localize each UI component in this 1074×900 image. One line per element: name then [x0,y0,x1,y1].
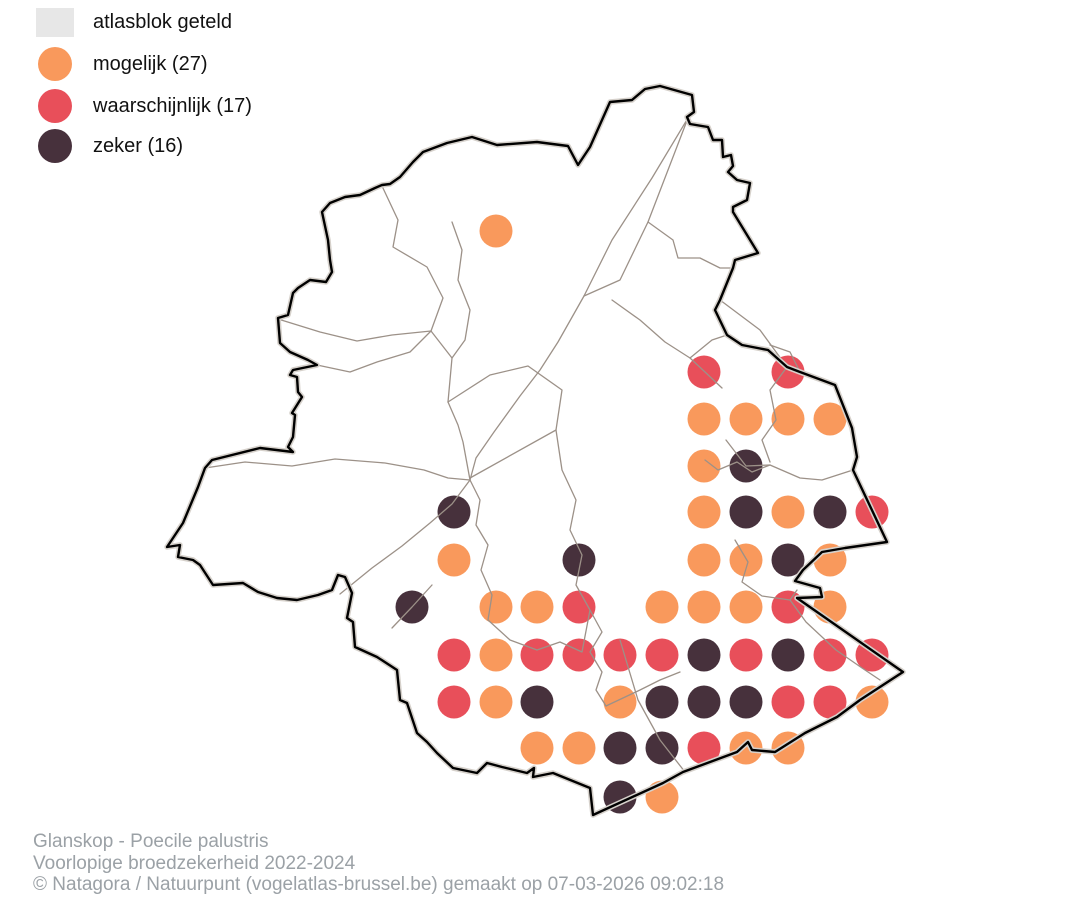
atlas-block-dot-mogelijk [813,402,847,436]
atlas-block-dot-zeker [645,731,679,765]
atlas-block-dot-waarschijnlijk [603,638,637,672]
legend-label-counted: atlasblok geteld [93,10,232,33]
atlas-block-dot-waarschijnlijk [562,590,596,624]
municipality-borders [204,117,881,773]
atlas-block-dot-waarschijnlijk [687,731,721,765]
atlas-block-dot-mogelijk [603,685,637,719]
atlas-block-dot-mogelijk [729,402,763,436]
atlas-block-dot-mogelijk [562,731,596,765]
mogelijk-swatch-icon [36,46,74,82]
atlas-block-dot-waarschijnlijk [437,685,471,719]
atlas-block-dot-mogelijk [687,590,721,624]
caption-subtitle: Voorlopige broedzekerheid 2022-2024 [33,852,356,874]
atlas-block-dot-waarschijnlijk [520,638,554,672]
atlas-block-dot-waarschijnlijk [729,638,763,672]
map-caption: Glanskop - Poecile palustris Voorlopige … [33,831,724,896]
atlas-block-dot-mogelijk [479,590,513,624]
atlas-block-dot-mogelijk [729,543,763,577]
atlas-block-dot-zeker [729,495,763,529]
atlas-block-dot-zeker [687,638,721,672]
atlas-block-dot-zeker [437,495,471,529]
legend-item-counted: atlasblok geteld [36,4,232,40]
atlas-block-dot-mogelijk [645,590,679,624]
atlas-block-dot-mogelijk [687,543,721,577]
counted-swatch-icon [36,4,74,40]
atlas-block-dot-zeker [771,638,805,672]
species-title: Glanskop - Poecile palustris [33,831,269,852]
caption-credit: © Natagora / Natuurpunt (vogelatlas-brus… [33,874,725,895]
atlas-block-dot-waarschijnlijk [813,685,847,719]
legend-label-zeker: zeker (16) [93,134,184,157]
atlas-block-dot-mogelijk [771,402,805,436]
atlas-block-dot-mogelijk [687,495,721,529]
atlas-block-dot-mogelijk [729,731,763,765]
atlas-block-dot-zeker [771,543,805,577]
atlas-block-dot-mogelijk [479,638,513,672]
atlas-block-dot-zeker [520,685,554,719]
atlas-block-dot-mogelijk [520,590,554,624]
legend-item-zeker: zeker (16) [36,128,183,164]
atlas-block-dot-waarschijnlijk [813,638,847,672]
atlas-block-dot-waarschijnlijk [771,685,805,719]
legend-item-mogelijk: mogelijk (27) [36,46,207,82]
atlas-block-dot-zeker [687,685,721,719]
atlas-block-dot-mogelijk [855,685,889,719]
legend-label-mogelijk: mogelijk (27) [93,52,208,75]
atlas-block-dot-mogelijk [479,685,513,719]
region-boundary [164,83,906,818]
atlas-block-dot-zeker [813,495,847,529]
legend-item-waarschijnlijk: waarschijnlijk (17) [36,88,252,124]
atlas-block-dot-mogelijk [520,731,554,765]
waarschijnlijk-swatch-icon [36,88,74,124]
region-boundary-path [165,84,905,817]
atlas-block-dot-mogelijk [729,590,763,624]
atlas-block-dot-waarschijnlijk [562,638,596,672]
atlas-block-dot-zeker [603,731,637,765]
atlas-dots-layer [395,214,889,814]
legend-label-waarschijnlijk: waarschijnlijk (17) [93,94,252,117]
atlas-block-dot-zeker [729,685,763,719]
atlas-block-dot-mogelijk [687,449,721,483]
atlas-block-dot-zeker [562,543,596,577]
atlas-block-dot-mogelijk [437,543,471,577]
atlas-block-dot-waarschijnlijk [437,638,471,672]
atlas-block-dot-mogelijk [687,402,721,436]
atlas-block-dot-mogelijk [479,214,513,248]
atlas-block-dot-zeker [645,685,679,719]
zeker-swatch-icon [36,128,74,164]
atlas-block-dot-mogelijk [771,495,805,529]
atlas-block-dot-waarschijnlijk [645,638,679,672]
